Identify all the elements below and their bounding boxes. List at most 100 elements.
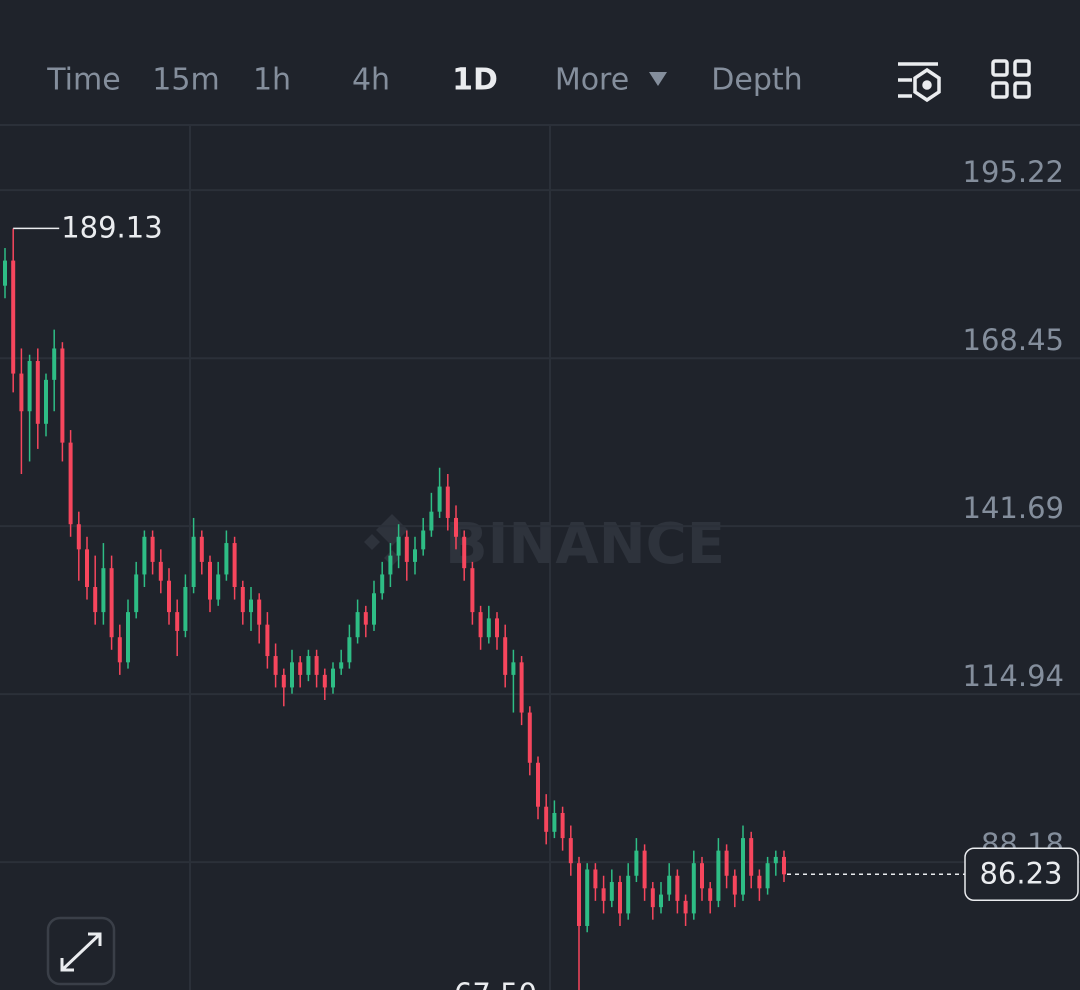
candle-body xyxy=(445,486,450,518)
candle-body xyxy=(634,850,639,876)
candle-body xyxy=(158,561,163,581)
candle-body xyxy=(560,812,565,839)
last-price-box xyxy=(964,847,1079,902)
candle-body xyxy=(68,442,73,525)
candle-body xyxy=(700,863,704,889)
candle-body xyxy=(60,348,65,443)
candle-body xyxy=(191,536,196,588)
candle-body xyxy=(396,536,401,556)
candle-body xyxy=(331,668,335,688)
candle-body xyxy=(741,838,745,895)
candle-body xyxy=(454,517,458,537)
candle-body xyxy=(609,882,614,901)
y-tick-label: 195.22 xyxy=(963,155,1064,189)
candle-body xyxy=(519,662,524,713)
candle-body xyxy=(503,637,508,675)
candle-body xyxy=(257,599,262,625)
candle-body xyxy=(347,637,352,663)
candle-body xyxy=(568,838,573,864)
candle-body xyxy=(93,587,98,613)
candle-body xyxy=(314,656,319,675)
candle-body xyxy=(126,612,130,663)
y-tick-label: 141.69 xyxy=(963,491,1064,525)
candle-body xyxy=(708,888,713,901)
candle-body xyxy=(585,869,590,926)
more-caret[interactable] xyxy=(649,72,667,86)
candle-body xyxy=(142,536,147,575)
candle-body xyxy=(339,662,344,669)
candle-body xyxy=(101,568,106,613)
candle-body xyxy=(11,260,16,374)
candle-body xyxy=(478,612,483,638)
settings-icon[interactable] xyxy=(898,62,941,103)
candle-body xyxy=(650,888,655,908)
tab[interactable]: Depth xyxy=(711,63,802,98)
candle-body xyxy=(486,618,491,638)
candle-body xyxy=(675,875,680,901)
tab[interactable]: 1D xyxy=(452,63,498,98)
candle-body xyxy=(429,511,434,531)
candle-body xyxy=(782,856,786,875)
candle-body xyxy=(208,561,212,600)
candle-body xyxy=(765,863,770,889)
tab[interactable]: 15m xyxy=(152,63,219,98)
candle-body xyxy=(642,850,647,889)
candle-body xyxy=(552,812,557,832)
candle-body xyxy=(175,612,180,631)
candle-body xyxy=(724,850,729,876)
candle-body xyxy=(240,587,245,613)
candle-body xyxy=(363,612,368,625)
candle-body xyxy=(593,869,598,889)
candle-body xyxy=(27,361,32,412)
candle-body xyxy=(757,875,762,889)
candle-body xyxy=(536,762,540,807)
candle-body xyxy=(3,260,7,286)
layout-icon[interactable] xyxy=(991,59,1031,99)
candle-body xyxy=(404,536,409,562)
tab[interactable]: 1h xyxy=(253,63,291,98)
candle-body xyxy=(577,863,581,926)
candle-body xyxy=(183,587,188,631)
candle-body xyxy=(667,875,672,895)
candle-body xyxy=(265,624,270,657)
candle-body xyxy=(232,543,237,588)
candle-body xyxy=(52,348,57,380)
candle-body xyxy=(224,543,229,575)
candle-body xyxy=(601,888,606,901)
candle-body xyxy=(35,361,40,424)
candle-body xyxy=(109,568,114,638)
last-price-label: 86.23 xyxy=(979,856,1062,890)
tab[interactable]: 4h xyxy=(352,63,390,98)
candle-body xyxy=(249,599,253,613)
candle-body xyxy=(470,568,475,613)
candle-body xyxy=(659,894,663,908)
candle-body xyxy=(527,712,532,763)
tab[interactable]: More xyxy=(555,63,629,98)
candle-body xyxy=(298,662,303,675)
candle-body xyxy=(322,674,327,688)
candle-body xyxy=(495,618,499,638)
candle-body xyxy=(167,580,171,613)
max-marker-label: 189.13 xyxy=(61,210,162,244)
candle-body xyxy=(281,674,286,688)
candle-body xyxy=(413,549,417,562)
candle-body xyxy=(462,536,467,569)
candle-body xyxy=(544,806,549,832)
candle-body xyxy=(732,875,737,895)
candle-body xyxy=(683,900,688,914)
candle-body xyxy=(437,486,442,512)
fullscreen-button[interactable] xyxy=(46,916,116,986)
candle-body xyxy=(372,593,376,625)
candle-body xyxy=(355,612,360,638)
candle-body xyxy=(380,574,385,594)
candle-body xyxy=(117,637,122,663)
y-tick-label: 114.94 xyxy=(963,659,1064,693)
candle-body xyxy=(716,850,721,901)
candle-body xyxy=(626,875,631,914)
candle-body xyxy=(216,574,221,600)
tab[interactable]: Time xyxy=(46,63,120,98)
